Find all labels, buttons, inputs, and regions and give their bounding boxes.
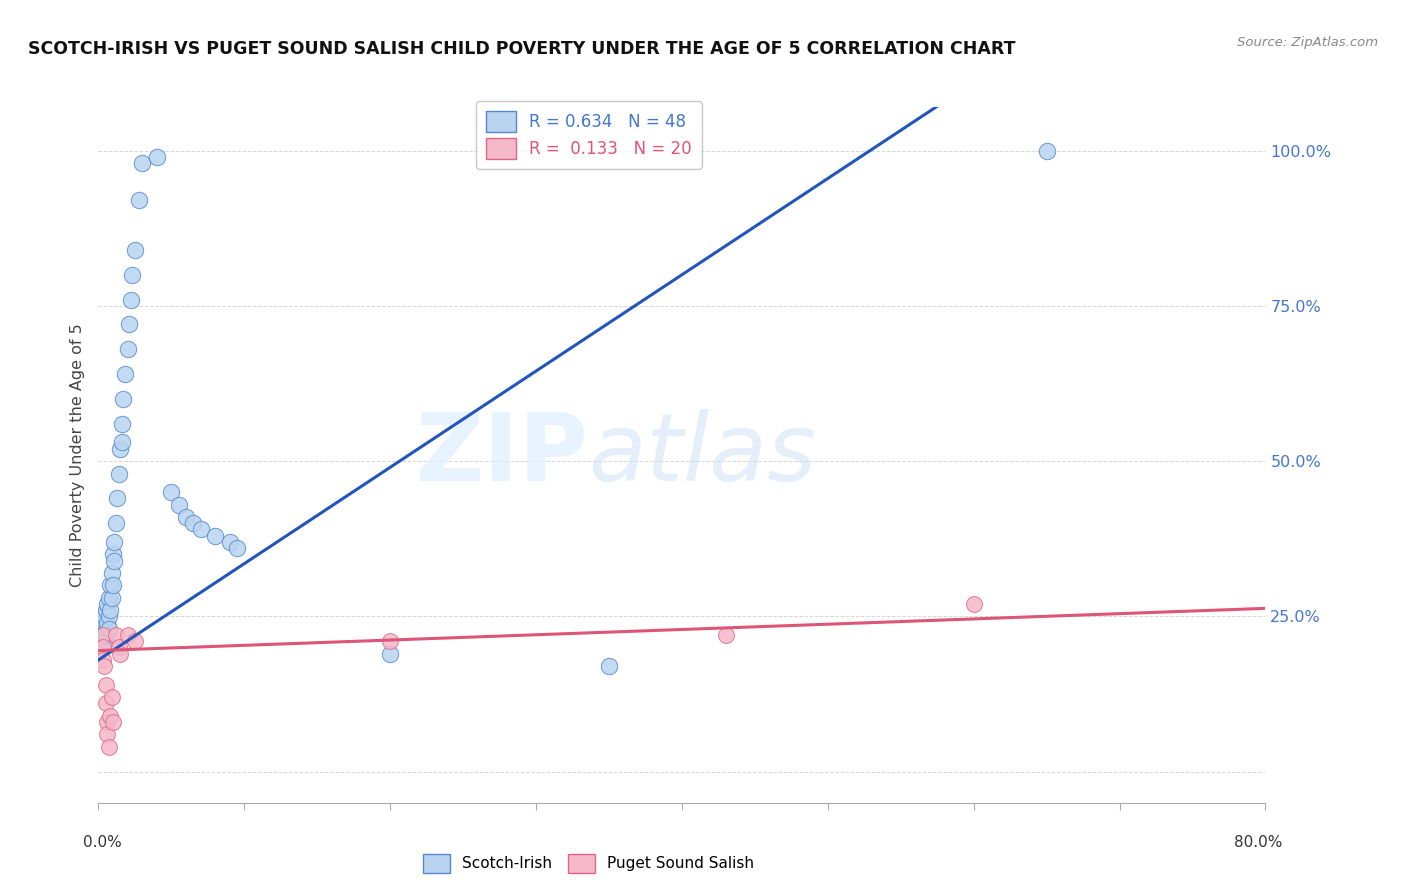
Point xyxy=(96,597,118,611)
Point xyxy=(124,243,146,257)
Point xyxy=(101,547,124,561)
Text: atlas: atlas xyxy=(589,409,817,500)
Point xyxy=(117,343,139,357)
Point xyxy=(94,634,117,648)
Point xyxy=(111,417,134,431)
Point xyxy=(131,156,153,170)
Point xyxy=(105,491,128,506)
Legend: Scotch-Irish, Puget Sound Salish: Scotch-Irish, Puget Sound Salish xyxy=(416,847,761,879)
Point xyxy=(146,150,169,164)
Point xyxy=(97,591,120,605)
Point xyxy=(94,603,117,617)
Point xyxy=(190,523,212,537)
Point xyxy=(117,628,139,642)
Point xyxy=(101,714,124,729)
Point xyxy=(108,467,131,481)
Point xyxy=(97,609,120,624)
Point xyxy=(91,640,114,655)
Text: SCOTCH-IRISH VS PUGET SOUND SALISH CHILD POVERTY UNDER THE AGE OF 5 CORRELATION : SCOTCH-IRISH VS PUGET SOUND SALISH CHILD… xyxy=(28,40,1015,58)
Point xyxy=(218,534,240,549)
Point xyxy=(94,697,117,711)
Point xyxy=(93,659,115,673)
Point xyxy=(93,609,115,624)
Point xyxy=(112,392,135,406)
Point xyxy=(103,534,125,549)
Point xyxy=(380,647,402,661)
Point xyxy=(94,622,117,636)
Point xyxy=(114,367,136,381)
Point xyxy=(962,597,984,611)
Point xyxy=(103,553,125,567)
Point xyxy=(598,659,620,673)
Point xyxy=(96,628,118,642)
Point xyxy=(110,647,132,661)
Text: Source: ZipAtlas.com: Source: ZipAtlas.com xyxy=(1237,36,1378,49)
Point xyxy=(110,442,132,456)
Text: ZIP: ZIP xyxy=(416,409,589,501)
Point xyxy=(128,193,150,207)
Point xyxy=(96,615,118,630)
Point xyxy=(118,318,141,332)
Point xyxy=(91,628,114,642)
Point xyxy=(97,739,120,754)
Point xyxy=(108,640,131,655)
Point xyxy=(100,690,122,705)
Point xyxy=(94,678,117,692)
Point xyxy=(167,498,190,512)
Point xyxy=(91,628,114,642)
Point xyxy=(104,628,127,642)
Point xyxy=(174,510,197,524)
Point xyxy=(100,566,122,580)
Point xyxy=(98,578,121,592)
Point xyxy=(96,714,118,729)
Point xyxy=(380,634,402,648)
Point xyxy=(1035,144,1057,158)
Point xyxy=(111,435,134,450)
Point xyxy=(120,293,142,307)
Point xyxy=(100,591,122,605)
Point xyxy=(93,628,115,642)
Point xyxy=(91,653,114,667)
Y-axis label: Child Poverty Under the Age of 5: Child Poverty Under the Age of 5 xyxy=(69,323,84,587)
Point xyxy=(124,634,146,648)
Point xyxy=(98,603,121,617)
Point xyxy=(101,578,124,592)
Text: 0.0%: 0.0% xyxy=(83,836,122,850)
Point xyxy=(98,708,121,723)
Point xyxy=(181,516,204,531)
Point xyxy=(121,268,143,282)
Point xyxy=(714,628,737,642)
Point xyxy=(160,485,183,500)
Point xyxy=(104,516,127,531)
Point xyxy=(91,615,114,630)
Point xyxy=(226,541,249,555)
Text: 80.0%: 80.0% xyxy=(1234,836,1282,850)
Point xyxy=(97,622,120,636)
Point xyxy=(96,727,118,741)
Point xyxy=(204,529,226,543)
